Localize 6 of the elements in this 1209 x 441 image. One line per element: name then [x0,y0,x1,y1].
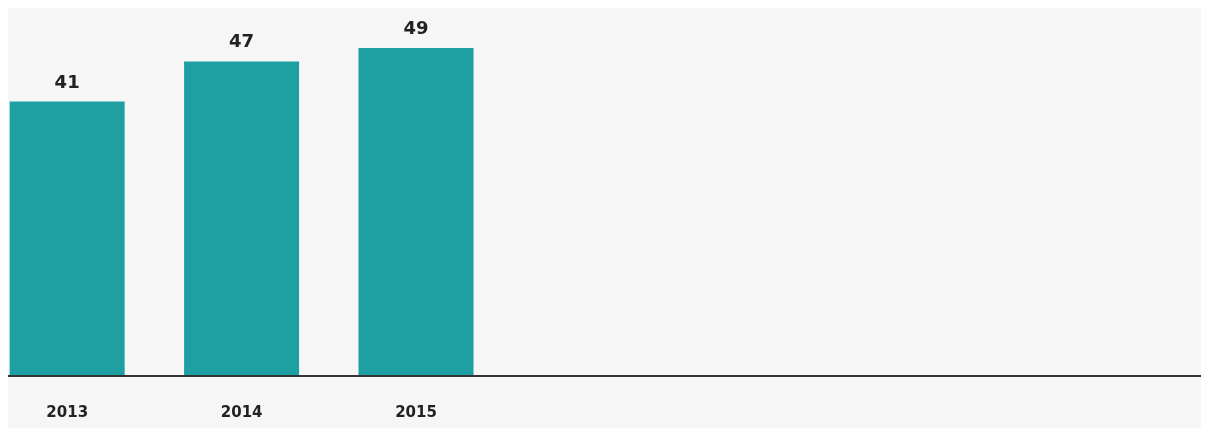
x-tick-label: 2013 [46,402,89,421]
data-label: 49 [403,17,429,38]
data-label: 47 [229,30,255,52]
x-tick-label: 2014 [220,402,263,421]
data-label: 41 [54,70,80,92]
x-tick-label: 2015 [395,402,437,421]
